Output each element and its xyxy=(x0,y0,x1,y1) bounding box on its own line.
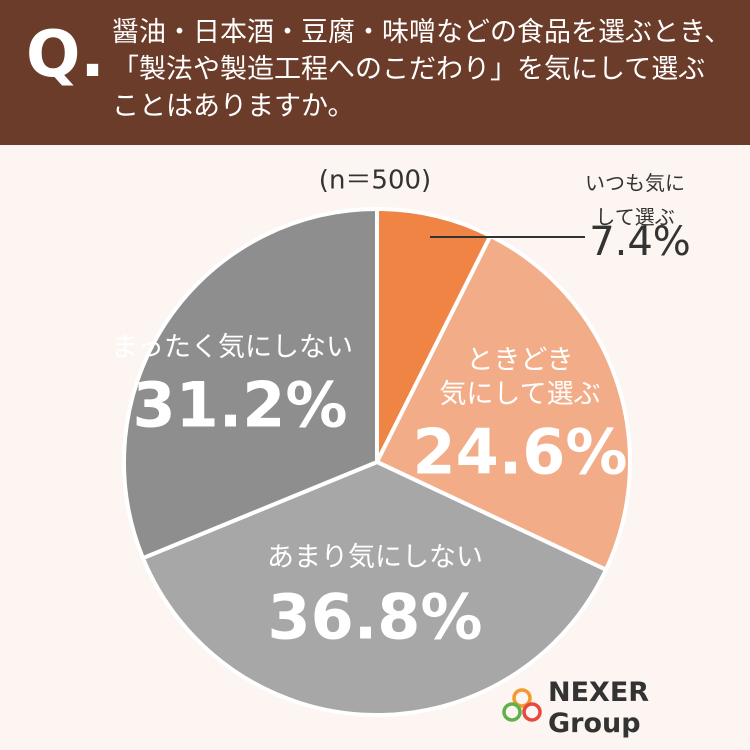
logo-text: NEXER Group xyxy=(548,677,650,739)
pie-slice xyxy=(122,206,379,561)
logo-icon xyxy=(502,688,542,722)
value-label: 31.2% xyxy=(132,368,348,442)
header: Q. 醤油・日本酒・豆腐・味噌などの食品を選ぶとき、 「製法や製造工程へのこだわ… xyxy=(0,0,750,145)
pie-slice xyxy=(374,233,632,573)
pie-slice xyxy=(375,206,494,463)
value-label: 24.6% xyxy=(412,415,628,489)
value-label: 36.8% xyxy=(267,580,483,654)
slice-label: あまり気にしない xyxy=(267,542,483,573)
slice-label: いつも気にして選ぶ xyxy=(585,171,685,229)
q-mark: Q. xyxy=(26,18,105,92)
value-label: 7.4% xyxy=(589,219,691,265)
chart-title: 醤油・日本酒・豆腐・味噌などの食品を選ぶとき、 「製法や製造工程へのこだわり」を… xyxy=(112,17,732,122)
slice-label: ときどき 気にして選ぶ xyxy=(439,345,601,410)
slice-label: まったく気にしない xyxy=(111,332,353,363)
subtitle: (n＝500) xyxy=(318,165,432,196)
pie-slice xyxy=(140,459,609,717)
